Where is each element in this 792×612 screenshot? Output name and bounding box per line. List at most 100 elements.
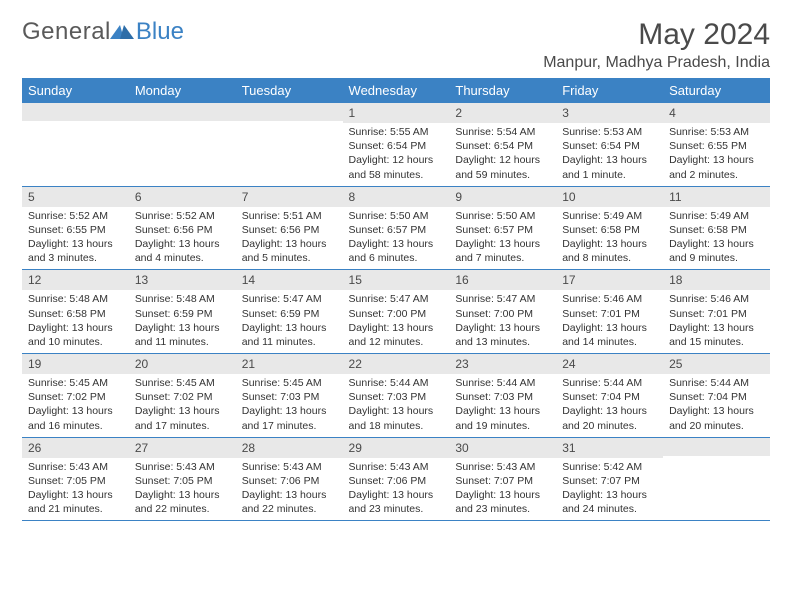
calendar-day-cell: 14Sunrise: 5:47 AMSunset: 6:59 PMDayligh…: [236, 270, 343, 354]
day-content: Sunrise: 5:45 AMSunset: 7:02 PMDaylight:…: [129, 374, 236, 437]
day-info-line: Sunset: 7:07 PM: [455, 474, 550, 488]
day-info-line: and 21 minutes.: [28, 502, 123, 516]
day-number: 11: [663, 187, 770, 207]
day-info-line: Daylight: 13 hours: [242, 237, 337, 251]
day-number: 1: [343, 103, 450, 123]
day-content: [663, 456, 770, 514]
day-number: 2: [449, 103, 556, 123]
calendar-day-cell: 21Sunrise: 5:45 AMSunset: 7:03 PMDayligh…: [236, 354, 343, 438]
day-info-line: Daylight: 13 hours: [562, 237, 657, 251]
day-info-line: Sunrise: 5:43 AM: [135, 460, 230, 474]
day-info-line: Sunset: 7:06 PM: [349, 474, 444, 488]
day-info-line: Sunset: 7:03 PM: [455, 390, 550, 404]
day-number: 28: [236, 438, 343, 458]
day-info-line: Sunrise: 5:43 AM: [455, 460, 550, 474]
day-content: Sunrise: 5:53 AMSunset: 6:55 PMDaylight:…: [663, 123, 770, 186]
day-info-line: Daylight: 13 hours: [562, 153, 657, 167]
calendar-day-cell: 28Sunrise: 5:43 AMSunset: 7:06 PMDayligh…: [236, 437, 343, 521]
day-content: Sunrise: 5:46 AMSunset: 7:01 PMDaylight:…: [663, 290, 770, 353]
day-info-line: and 58 minutes.: [349, 168, 444, 182]
day-info-line: Sunset: 6:57 PM: [455, 223, 550, 237]
day-info-line: Daylight: 13 hours: [135, 321, 230, 335]
day-info-line: Sunset: 7:04 PM: [562, 390, 657, 404]
day-info-line: Daylight: 13 hours: [135, 488, 230, 502]
calendar-day-cell: 30Sunrise: 5:43 AMSunset: 7:07 PMDayligh…: [449, 437, 556, 521]
day-number: 13: [129, 270, 236, 290]
calendar-day-cell: 2Sunrise: 5:54 AMSunset: 6:54 PMDaylight…: [449, 103, 556, 186]
calendar-header-row: SundayMondayTuesdayWednesdayThursdayFrid…: [22, 78, 770, 103]
day-number: 27: [129, 438, 236, 458]
day-info-line: and 6 minutes.: [349, 251, 444, 265]
day-info-line: Sunset: 6:59 PM: [242, 307, 337, 321]
day-number: 4: [663, 103, 770, 123]
day-content: Sunrise: 5:43 AMSunset: 7:07 PMDaylight:…: [449, 458, 556, 521]
calendar-day-cell: 12Sunrise: 5:48 AMSunset: 6:58 PMDayligh…: [22, 270, 129, 354]
calendar-day-cell: 26Sunrise: 5:43 AMSunset: 7:05 PMDayligh…: [22, 437, 129, 521]
day-info-line: Sunrise: 5:43 AM: [28, 460, 123, 474]
calendar-week-row: 19Sunrise: 5:45 AMSunset: 7:02 PMDayligh…: [22, 354, 770, 438]
logo-triangle2-icon: [120, 25, 134, 39]
day-content: Sunrise: 5:48 AMSunset: 6:59 PMDaylight:…: [129, 290, 236, 353]
calendar-day-cell: 27Sunrise: 5:43 AMSunset: 7:05 PMDayligh…: [129, 437, 236, 521]
calendar-day-cell: 8Sunrise: 5:50 AMSunset: 6:57 PMDaylight…: [343, 186, 450, 270]
day-info-line: Sunrise: 5:45 AM: [28, 376, 123, 390]
day-number: 29: [343, 438, 450, 458]
day-content: Sunrise: 5:46 AMSunset: 7:01 PMDaylight:…: [556, 290, 663, 353]
day-content: Sunrise: 5:52 AMSunset: 6:56 PMDaylight:…: [129, 207, 236, 270]
month-title: May 2024: [543, 18, 770, 52]
day-info-line: Daylight: 13 hours: [28, 404, 123, 418]
day-info-line: Daylight: 13 hours: [349, 404, 444, 418]
day-info-line: and 5 minutes.: [242, 251, 337, 265]
calendar-day-cell: [22, 103, 129, 186]
day-info-line: Sunset: 6:58 PM: [669, 223, 764, 237]
day-number: 18: [663, 270, 770, 290]
day-number: [663, 438, 770, 456]
weekday-header: Saturday: [663, 78, 770, 103]
day-number: 21: [236, 354, 343, 374]
day-info-line: Sunrise: 5:50 AM: [455, 209, 550, 223]
day-info-line: Daylight: 13 hours: [455, 404, 550, 418]
day-content: Sunrise: 5:45 AMSunset: 7:02 PMDaylight:…: [22, 374, 129, 437]
day-info-line: Daylight: 13 hours: [669, 321, 764, 335]
day-info-line: and 23 minutes.: [349, 502, 444, 516]
day-info-line: Sunset: 7:01 PM: [562, 307, 657, 321]
calendar-day-cell: 25Sunrise: 5:44 AMSunset: 7:04 PMDayligh…: [663, 354, 770, 438]
weekday-header: Tuesday: [236, 78, 343, 103]
day-number: 8: [343, 187, 450, 207]
day-info-line: Sunrise: 5:48 AM: [28, 292, 123, 306]
day-info-line: Daylight: 13 hours: [349, 321, 444, 335]
day-info-line: Sunset: 7:03 PM: [242, 390, 337, 404]
day-info-line: Daylight: 13 hours: [455, 237, 550, 251]
day-info-line: Sunrise: 5:50 AM: [349, 209, 444, 223]
calendar-day-cell: 1Sunrise: 5:55 AMSunset: 6:54 PMDaylight…: [343, 103, 450, 186]
day-info-line: Sunrise: 5:52 AM: [28, 209, 123, 223]
day-info-line: and 22 minutes.: [135, 502, 230, 516]
calendar-day-cell: 11Sunrise: 5:49 AMSunset: 6:58 PMDayligh…: [663, 186, 770, 270]
day-info-line: and 12 minutes.: [349, 335, 444, 349]
day-info-line: Daylight: 13 hours: [242, 321, 337, 335]
day-info-line: Daylight: 13 hours: [455, 321, 550, 335]
day-info-line: Daylight: 13 hours: [242, 404, 337, 418]
day-info-line: Sunrise: 5:53 AM: [562, 125, 657, 139]
calendar-day-cell: 9Sunrise: 5:50 AMSunset: 6:57 PMDaylight…: [449, 186, 556, 270]
day-info-line: and 20 minutes.: [562, 419, 657, 433]
calendar-day-cell: 5Sunrise: 5:52 AMSunset: 6:55 PMDaylight…: [22, 186, 129, 270]
calendar-day-cell: [236, 103, 343, 186]
day-info-line: Sunrise: 5:52 AM: [135, 209, 230, 223]
logo: General Blue: [22, 18, 184, 46]
day-info-line: Sunrise: 5:47 AM: [455, 292, 550, 306]
day-info-line: and 2 minutes.: [669, 168, 764, 182]
day-content: Sunrise: 5:52 AMSunset: 6:55 PMDaylight:…: [22, 207, 129, 270]
calendar-week-row: 1Sunrise: 5:55 AMSunset: 6:54 PMDaylight…: [22, 103, 770, 186]
day-info-line: Sunrise: 5:45 AM: [135, 376, 230, 390]
day-info-line: Sunrise: 5:46 AM: [562, 292, 657, 306]
calendar-day-cell: 7Sunrise: 5:51 AMSunset: 6:56 PMDaylight…: [236, 186, 343, 270]
calendar-day-cell: 24Sunrise: 5:44 AMSunset: 7:04 PMDayligh…: [556, 354, 663, 438]
day-info-line: Sunset: 6:59 PM: [135, 307, 230, 321]
calendar-day-cell: 29Sunrise: 5:43 AMSunset: 7:06 PMDayligh…: [343, 437, 450, 521]
day-info-line: Sunset: 7:00 PM: [455, 307, 550, 321]
day-number: 25: [663, 354, 770, 374]
day-content: Sunrise: 5:45 AMSunset: 7:03 PMDaylight:…: [236, 374, 343, 437]
day-info-line: and 9 minutes.: [669, 251, 764, 265]
day-info-line: and 4 minutes.: [135, 251, 230, 265]
